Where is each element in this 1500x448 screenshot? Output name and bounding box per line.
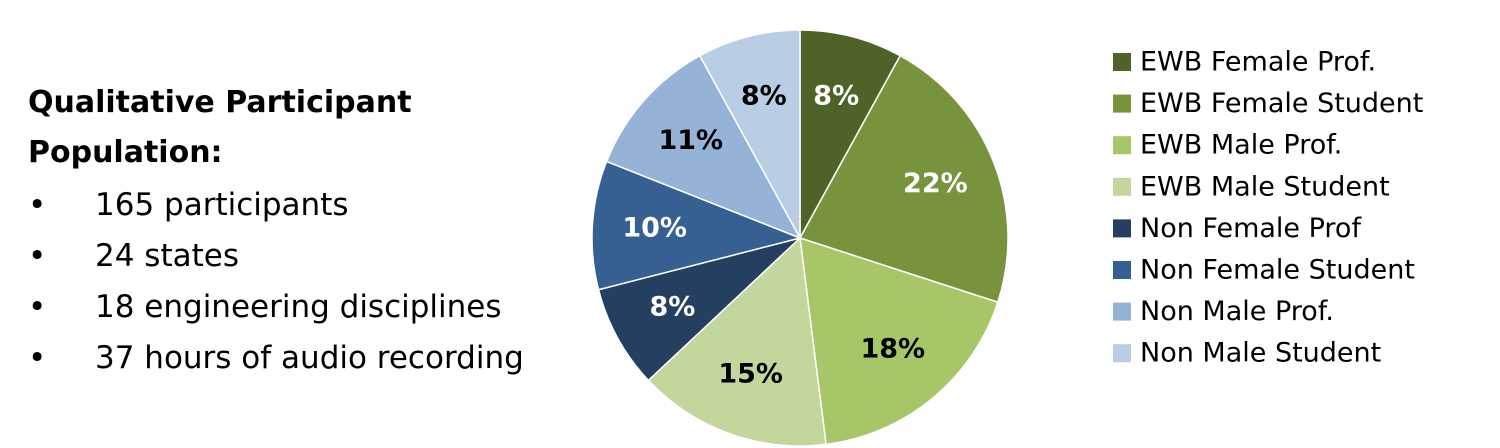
pie-slice	[798, 54, 1009, 304]
legend-swatch	[1113, 94, 1131, 113]
bullet-item: • 37 hours of audio recording	[28, 333, 588, 384]
legend-swatch	[1113, 53, 1131, 71]
legend-swatch	[1113, 177, 1131, 196]
bullet-text: 165 participants	[95, 187, 349, 223]
legend-label: EWB Female Student	[1140, 88, 1423, 119]
legend-label: EWB Female Prof.	[1140, 47, 1376, 78]
bullet-item: • 24 states	[28, 231, 588, 282]
bullet-item: • 165 participants	[28, 180, 588, 231]
bullet-text: 24 states	[95, 238, 239, 274]
legend-label: EWB Male Student	[1140, 171, 1390, 202]
bullet-list: • 165 participants • 24 states • 18 engineeri…	[28, 180, 588, 384]
legend-swatch	[1113, 302, 1131, 321]
slice-label: 8%	[649, 292, 695, 323]
pie-slice	[591, 160, 803, 291]
bullet-dot: •	[28, 238, 47, 274]
text-panel: Qualitative Participant Population: • 165…	[28, 78, 588, 384]
bullet-dot: •	[28, 340, 47, 376]
slice-label: 22%	[903, 168, 968, 199]
slice-label: 15%	[718, 358, 783, 389]
slice-label: 10%	[622, 212, 687, 243]
slice-label: 8%	[813, 80, 859, 111]
legend-label: Non Male Student	[1140, 338, 1381, 369]
legend-label: Non Female Prof	[1140, 213, 1362, 244]
slice-label: 11%	[658, 125, 723, 156]
legend-swatch	[1113, 219, 1131, 238]
pie-slice	[597, 237, 801, 382]
bullet-dot: •	[28, 187, 47, 223]
slice-label: 8%	[741, 80, 787, 111]
bullet-text: 18 engineering disciplines	[95, 289, 502, 325]
slice-label: 18%	[860, 334, 925, 365]
legend-swatch	[1113, 261, 1131, 279]
legend-label: Non Male Prof.	[1140, 296, 1334, 327]
bullet-text: 37 hours of audio recording	[95, 340, 524, 376]
pie-slice	[799, 29, 902, 239]
legend-swatch	[1113, 344, 1131, 363]
heading: Qualitative Participant Population:	[28, 85, 412, 170]
legend-label: EWB Male Prof.	[1140, 130, 1342, 161]
bullet-dot: •	[28, 289, 47, 325]
legend-label: Non Female Student	[1140, 255, 1415, 286]
pie-slice	[799, 236, 999, 446]
bullet-item: • 18 engineering disciplines	[28, 282, 588, 333]
legend-swatch	[1113, 136, 1131, 155]
pie-slice	[698, 29, 801, 239]
pie-slice	[647, 236, 827, 447]
pie-slice	[605, 54, 802, 240]
